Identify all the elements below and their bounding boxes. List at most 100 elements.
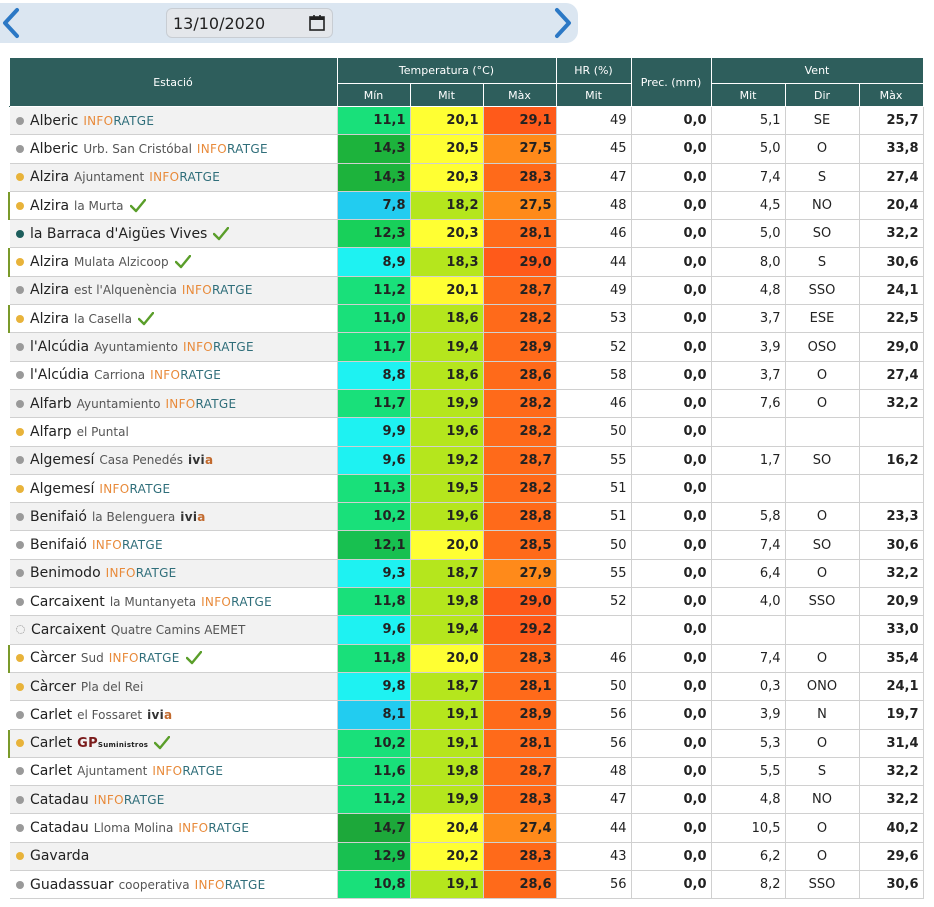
station-city[interactable]: Càrcer: [30, 650, 76, 667]
table-row[interactable]: Benifaió la Belenguera ivia 10,2 19,6 28,8 51 0…: [9, 502, 924, 532]
header-wind-max[interactable]: Màx: [858, 83, 924, 107]
station-cell[interactable]: Carlet GPSuministros: [8, 728, 338, 758]
table-row[interactable]: Gavarda 12,9 20,2 28,3 43 0,0 6,2 O 29,6: [9, 841, 924, 872]
station-cell[interactable]: Alzira la Murta: [8, 190, 338, 221]
table-row[interactable]: Alberic Urb. San Cristóbal INFORATGE 14,3 20…: [9, 134, 924, 164]
station-cell[interactable]: Algemesí Casa Penedés ivia: [9, 445, 338, 475]
station-cell[interactable]: Carlet el Fossaret ivia: [9, 700, 338, 730]
station-city[interactable]: Alzira: [30, 310, 70, 327]
station-city[interactable]: Alfarp: [30, 423, 72, 440]
station-cell[interactable]: Benimodo INFORATGE: [9, 558, 338, 589]
table-row[interactable]: Alzira la Murta 7,8 18,2 27,5 48 0,0 4,5 NO 20,4: [8, 190, 924, 221]
wind-mit-cell: 5,1: [710, 105, 786, 136]
station-cell[interactable]: Alzira Ajuntament INFORATGE: [9, 162, 338, 192]
header-temp-mit[interactable]: Mit: [409, 83, 484, 107]
table-row[interactable]: Benifaió INFORATGE 12,1 20,0 28,5 50 0,0 7,4 SO 3…: [9, 530, 924, 560]
station-city[interactable]: Alzira: [30, 254, 70, 271]
station-cell[interactable]: Càrcer Pla del Rei: [9, 671, 338, 702]
station-city[interactable]: l'Alcúdia: [30, 367, 90, 384]
station-city[interactable]: Catadau: [30, 791, 89, 808]
header-prec[interactable]: Prec. (mm): [630, 57, 712, 107]
chevron-left-icon[interactable]: [0, 7, 24, 39]
header-wind-mit[interactable]: Mit: [710, 83, 786, 107]
table-row[interactable]: Carcaixent la Muntanyeta INFORATGE 11,8 19,8…: [9, 587, 924, 617]
station-city[interactable]: l'Alcúdia: [30, 339, 90, 356]
table-row[interactable]: Alfarp el Puntal 9,9 19,6 28,2 50 0,0: [9, 417, 924, 447]
station-cell[interactable]: Guadassuar cooperativa INFORATGE: [9, 870, 338, 900]
station-city[interactable]: Alberic: [30, 140, 79, 157]
station-cell[interactable]: Carlet Ajuntament INFORATGE: [9, 756, 338, 787]
chevron-right-icon[interactable]: [550, 7, 576, 39]
station-cell[interactable]: Catadau INFORATGE: [9, 785, 338, 815]
station-city[interactable]: Benifaió: [30, 537, 87, 554]
station-cell[interactable]: Alzira la Casella: [8, 304, 338, 334]
station-city[interactable]: Gavarda: [30, 848, 90, 865]
station-city[interactable]: Carlet: [30, 763, 73, 780]
station-cell[interactable]: Benifaió INFORATGE: [9, 530, 338, 560]
station-cell[interactable]: Alfarp el Puntal: [9, 417, 338, 447]
table-row[interactable]: Alfarb Ayuntamiento INFORATGE 11,7 19,9 28,2 4…: [9, 388, 924, 419]
table-row[interactable]: Alzira Ajuntament INFORATGE 14,3 20,3 28,3 47 0…: [9, 162, 924, 192]
station-cell[interactable]: l'Alcúdia Ayuntamiento INFORATGE: [9, 332, 338, 362]
station-city[interactable]: Carcaixent: [31, 621, 106, 638]
table-row[interactable]: Alberic INFORATGE 11,1 20,1 29,1 49 0,0 5,1 SE 25…: [9, 105, 924, 136]
station-city[interactable]: Alzira: [30, 282, 70, 299]
temp-min-cell: 10,2: [336, 502, 411, 532]
table-row[interactable]: Carlet Ajuntament INFORATGE 11,6 19,8 28,7 48 0…: [9, 756, 924, 787]
table-row[interactable]: Algemesí Casa Penedés ivia 9,6 19,2 28,7 55 0,0…: [9, 445, 924, 475]
station-cell[interactable]: Carcaixent la Muntanyeta INFORATGE: [9, 587, 338, 617]
station-city[interactable]: Carcaixent: [30, 593, 105, 610]
table-row[interactable]: Catadau INFORATGE 11,2 19,9 28,3 47 0,0 4,8 NO 32…: [9, 785, 924, 815]
header-wind-dir[interactable]: Dir: [784, 83, 860, 107]
table-row[interactable]: Guadassuar cooperativa INFORATGE 10,8 19,1 28…: [9, 870, 924, 900]
station-cell[interactable]: Alzira est l'Alquenència INFORATGE: [9, 275, 338, 306]
station-city[interactable]: Carlet: [30, 706, 73, 723]
station-cell[interactable]: Gavarda: [9, 841, 338, 872]
station-cell[interactable]: Benifaió la Belenguera ivia: [9, 502, 338, 532]
table-row[interactable]: Carlet el Fossaret ivia 8,1 19,1 28,9 56 0,0 3,9…: [9, 700, 924, 730]
table-row[interactable]: l'Alcúdia Carriona INFORATGE 8,8 18,6 28,6 58 0…: [9, 360, 924, 390]
station-city[interactable]: Benimodo: [30, 565, 101, 582]
station-cell[interactable]: Algemesí INFORATGE: [9, 473, 338, 504]
table-row[interactable]: Càrcer Pla del Rei 9,8 18,7 28,1 50 0,0 0,3 ONO 2…: [9, 671, 924, 702]
station-cell[interactable]: Alzira Mulata Alzicoop: [8, 247, 338, 277]
table-row[interactable]: Carlet GPSuministros 10,2 19,1 28,1 56 0,0 5,3 O…: [8, 728, 924, 758]
station-cell[interactable]: Càrcer Sud INFORATGE: [8, 643, 338, 673]
station-city[interactable]: Guadassuar: [30, 876, 114, 893]
table-row[interactable]: Alzira Mulata Alzicoop 8,9 18,3 29,0 44 0,0 8,0…: [8, 247, 924, 277]
station-city[interactable]: Carlet: [30, 735, 73, 752]
station-cell[interactable]: Alberic INFORATGE: [9, 105, 338, 136]
station-city[interactable]: Alzira: [30, 169, 70, 186]
table-row[interactable]: Benimodo INFORATGE 9,3 18,7 27,9 55 0,0 6,4 O 32,…: [9, 558, 924, 589]
table-row[interactable]: Alzira est l'Alquenència INFORATGE 11,2 20,1…: [9, 275, 924, 306]
header-temp-min[interactable]: Mín: [336, 83, 411, 107]
date-input[interactable]: 13/10/2020: [166, 8, 333, 38]
station-city[interactable]: Càrcer: [30, 678, 76, 695]
table-row[interactable]: Alzira la Casella 11,0 18,6 28,2 53 0,0 3,7 ESE 2…: [8, 304, 924, 334]
station-city[interactable]: Algemesí: [30, 480, 95, 497]
table-row[interactable]: Catadau Lloma Molina INFORATGE 14,7 20,4 27,4…: [9, 813, 924, 843]
table-row[interactable]: la Barraca d'Aigües Vives 12,3 20,3 28,1 46 0…: [9, 219, 924, 249]
station-city[interactable]: Benifaió: [30, 508, 87, 525]
table-row[interactable]: Carcaixent Quatre Camins AEMET 9,6 19,4 29,2…: [9, 615, 924, 645]
table-row[interactable]: Algemesí INFORATGE 11,3 19,5 28,2 51 0,0: [9, 473, 924, 504]
header-temp-max[interactable]: Màx: [482, 83, 557, 107]
table-row[interactable]: Càrcer Sud INFORATGE 11,8 20,0 28,3 46 0,0 7,4 O 3…: [8, 643, 924, 673]
station-city[interactable]: Catadau: [30, 820, 89, 837]
station-city[interactable]: Algemesí: [30, 452, 95, 469]
station-cell[interactable]: l'Alcúdia Carriona INFORATGE: [9, 360, 338, 390]
station-city[interactable]: Alzira: [30, 197, 70, 214]
table-row[interactable]: l'Alcúdia Ayuntamiento INFORATGE 11,7 19,4 28…: [9, 332, 924, 362]
header-hr-mit[interactable]: Mit: [555, 83, 632, 107]
station-city[interactable]: Alfarb: [30, 395, 72, 412]
station-cell[interactable]: Alberic Urb. San Cristóbal INFORATGE: [9, 134, 338, 164]
prec-cell: 0,0: [630, 417, 712, 447]
station-cell[interactable]: la Barraca d'Aigües Vives: [9, 219, 338, 249]
header-station[interactable]: Estació: [8, 57, 338, 107]
station-cell[interactable]: Carcaixent Quatre Camins AEMET: [9, 615, 338, 645]
calendar-icon[interactable]: [308, 14, 326, 32]
station-cell[interactable]: Alfarb Ayuntamiento INFORATGE: [9, 388, 338, 419]
station-city[interactable]: la Barraca d'Aigües Vives: [30, 225, 208, 242]
station-cell[interactable]: Catadau Lloma Molina INFORATGE: [9, 813, 338, 843]
station-city[interactable]: Alberic: [30, 112, 79, 129]
